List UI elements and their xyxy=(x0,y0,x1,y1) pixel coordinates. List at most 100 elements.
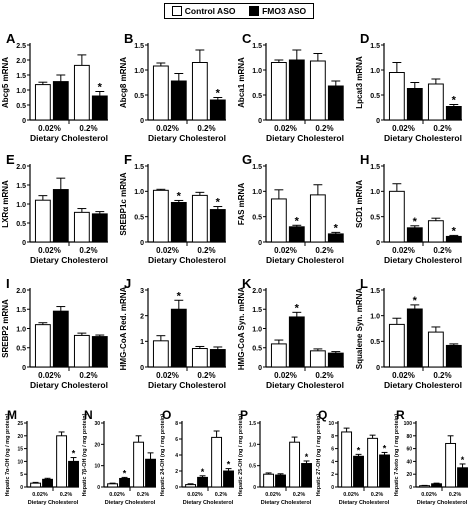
x-axis-label-h: Dietary Cholesterol xyxy=(384,255,462,265)
significance-star-b-2: * xyxy=(216,88,221,100)
panel-letter-h: H xyxy=(360,152,369,167)
y-tick-label-p-3: 1.5 xyxy=(249,421,256,427)
bar-g-fmo3-2 xyxy=(327,233,344,243)
bar-o-control-2 xyxy=(211,436,223,488)
bar-a-fmo3-2 xyxy=(91,95,108,121)
bar-p-fmo3-1 xyxy=(275,474,286,488)
x-category-label-m-1: 0.02% xyxy=(32,492,48,498)
x-axis-label-l: Dietary Cholesterol xyxy=(384,380,462,390)
y-tick-label-f-3: 1.5 xyxy=(134,164,144,171)
x-category-label-e-1: 0.02% xyxy=(38,246,61,255)
panel-c: C Abca1 mRNA 0 0.5 1.0 1.5 0.02% 0.2%Dietary Ch… xyxy=(237,31,344,143)
y-tick-label-k-1: 0.5 xyxy=(252,346,262,353)
legend: Control ASO FMO3 ASO xyxy=(164,3,314,19)
panel-e: E LXRα mRNA 0 0.5 1.0 1.5 2.0 0.02% 0.2%Dietary … xyxy=(1,152,108,265)
y-tick-label-a-2: 1.0 xyxy=(16,88,26,95)
bar-l-control-2 xyxy=(427,331,444,368)
bar-m-fmo3-2 xyxy=(68,460,79,488)
bar-g-control-1 xyxy=(270,198,287,243)
significance-star-m-2: * xyxy=(72,449,76,459)
y-tick-label-r-2: 40 xyxy=(406,459,412,465)
x-axis-label-n: Dietary Cholesterol xyxy=(105,500,156,506)
panel-letter-i: I xyxy=(6,276,10,291)
bar-a-control-2 xyxy=(73,64,90,121)
y-tick-label-m-1: 5 xyxy=(20,472,23,478)
x-category-label-i-1: 0.02% xyxy=(38,371,61,380)
significance-star-j-1: * xyxy=(177,290,182,302)
y-tick-label-q-0: 0 xyxy=(331,485,334,491)
y-tick-label-r-1: 20 xyxy=(406,472,412,478)
y-tick-label-n-3: 30 xyxy=(94,421,100,427)
bar-l-fmo3-1 xyxy=(406,308,423,368)
bar-g-control-2 xyxy=(309,194,326,243)
y-tick-label-f-2: 1.0 xyxy=(134,189,144,196)
y-tick-label-a-3: 1.5 xyxy=(16,73,26,80)
significance-star-g-1: * xyxy=(295,215,300,227)
bar-a-fmo3-1 xyxy=(52,81,69,121)
x-axis-label-e: Dietary Cholesterol xyxy=(30,255,108,265)
y-tick-label-r-0: 0 xyxy=(409,485,412,491)
x-axis-label-p: Dietary Cholesterol xyxy=(261,500,312,506)
y-tick-label-g-3: 1.5 xyxy=(252,164,262,171)
bar-p-control-2 xyxy=(289,441,301,488)
y-tick-label-l-0: 0 xyxy=(376,365,380,372)
y-tick-label-p-2: 1.0 xyxy=(249,442,256,448)
x-category-label-o-1: 0.02% xyxy=(187,492,203,498)
y-axis-label-c: Abca1 mRNA xyxy=(237,57,246,108)
panel-letter-r: R xyxy=(396,408,405,422)
panel-g: G FAS mRNA 0 0.5 1.0 1.5 * 0.02% * 0.2%Dietary Ch… xyxy=(237,152,344,265)
y-tick-label-h-0: 0 xyxy=(376,240,380,247)
y-tick-label-i-0: 0 xyxy=(22,365,26,372)
y-tick-label-d-1: 0.5 xyxy=(370,93,380,100)
bar-h-control-2 xyxy=(427,220,444,243)
bar-r-fmo3-1 xyxy=(431,483,442,488)
bar-n-control-1 xyxy=(107,483,119,488)
x-category-label-c-2: 0.2% xyxy=(315,124,333,133)
bar-f-control-2 xyxy=(191,194,208,243)
x-axis-label-m: Dietary Cholesterol xyxy=(28,500,79,506)
panel-b: B Abcg8 mRNA 0 0.5 1.0 1.5 0.02% * 0.2%Dietary C… xyxy=(119,31,226,143)
x-category-label-a-2: 0.2% xyxy=(79,124,97,133)
y-tick-label-e-0: 0 xyxy=(22,240,26,247)
bar-r-control-2 xyxy=(445,442,457,488)
x-category-label-f-1: 0.02% xyxy=(156,246,179,255)
panel-d: D Lpcat3 mRNA 0 0.5 1.0 1.5 0.02% * 0.2%Dietary … xyxy=(355,31,462,143)
y-tick-label-j-0: 0 xyxy=(140,365,144,372)
bar-d-control-1 xyxy=(388,72,405,121)
bar-k-fmo3-1 xyxy=(288,316,305,368)
bar-o-control-1 xyxy=(185,484,197,488)
y-tick-label-n-2: 20 xyxy=(94,442,100,448)
y-tick-label-o-3: 6 xyxy=(175,437,178,443)
y-tick-label-h-3: 1.5 xyxy=(370,164,380,171)
y-tick-label-k-3: 1.5 xyxy=(252,307,262,314)
x-category-label-k-2: 0.2% xyxy=(315,371,333,380)
y-tick-label-b-3: 1.5 xyxy=(134,43,144,50)
x-category-label-l-1: 0.02% xyxy=(392,371,415,380)
y-tick-label-m-5: 25 xyxy=(17,421,23,427)
y-tick-label-b-2: 1.0 xyxy=(134,68,144,75)
y-tick-label-h-1: 0.5 xyxy=(370,214,380,221)
x-category-label-p-1: 0.02% xyxy=(265,492,281,498)
bar-f-fmo3-2 xyxy=(209,209,226,243)
y-tick-label-k-4: 2.0 xyxy=(252,288,262,295)
y-tick-label-e-3: 1.5 xyxy=(16,183,26,190)
bar-n-control-2 xyxy=(133,441,145,488)
bar-e-fmo3-1 xyxy=(52,189,69,243)
significance-star-h-2: * xyxy=(452,225,457,237)
bar-d-control-2 xyxy=(427,83,444,121)
y-axis-label-e: LXRα mRNA xyxy=(1,180,10,228)
y-tick-label-e-4: 2.0 xyxy=(16,164,26,171)
x-axis-label-c: Dietary Cholesterol xyxy=(266,133,344,143)
x-category-label-q-1: 0.02% xyxy=(343,492,359,498)
x-category-label-g-1: 0.02% xyxy=(274,246,297,255)
bar-j-control-2 xyxy=(191,348,208,368)
panel-letter-q: Q xyxy=(318,408,327,422)
significance-star-k-1: * xyxy=(295,302,300,314)
bar-m-control-1 xyxy=(30,482,42,488)
bar-l-control-1 xyxy=(388,323,405,368)
significance-star-q-1: * xyxy=(357,445,361,455)
panel-a: A Abcg5 mRNA 0 0.5 1.0 1.5 2.0 2.5 0.02% * 0.2%Die… xyxy=(1,31,108,143)
